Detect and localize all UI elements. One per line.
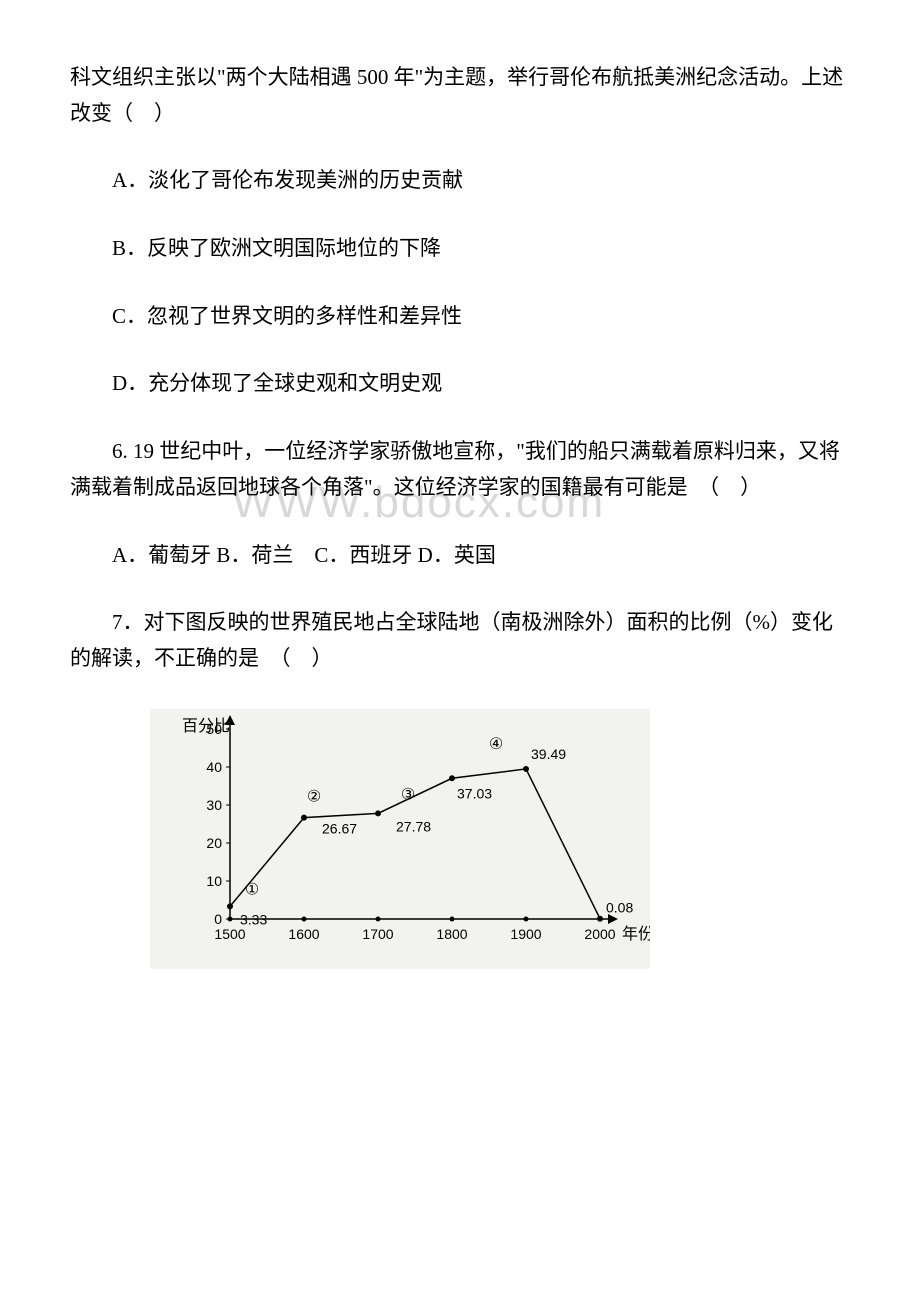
question-5-option-b: B．反映了欧洲文明国际地位的下降: [70, 231, 850, 267]
svg-text:3.33: 3.33: [240, 911, 267, 927]
question-5-option-c: C．忽视了世界文明的多样性和差异性: [70, 299, 850, 335]
svg-text:1500: 1500: [214, 926, 245, 942]
svg-text:37.03: 37.03: [457, 785, 492, 801]
question-5-option-d: D．充分体现了全球史观和文明史观: [70, 366, 850, 402]
svg-text:百分比: 百分比: [182, 717, 230, 735]
question-7-stem-text: 7．对下图反映的世界殖民地占全球陆地（南极洲除外）面积的比例（%）变化的解读，不…: [70, 610, 833, 670]
svg-text:1700: 1700: [362, 926, 393, 942]
svg-text:1800: 1800: [436, 926, 467, 942]
question-6-options: A．葡萄牙 B．荷兰 C．西班牙 D．英国: [70, 538, 850, 574]
option-a-text: A．淡化了哥伦布发现美洲的历史贡献: [112, 168, 463, 192]
question-6-stem: WWW.bdocx.com 6. 19 世纪中叶，一位经济学家骄傲地宣称，"我们…: [70, 434, 850, 505]
svg-text:③: ③: [401, 786, 415, 803]
chart-svg: 01020304050150016001700180019002000百分比年份…: [150, 709, 650, 969]
svg-text:30: 30: [206, 797, 222, 813]
question-6-options-text: A．葡萄牙 B．荷兰 C．西班牙 D．英国: [112, 543, 496, 567]
colonial-area-chart: 01020304050150016001700180019002000百分比年份…: [150, 709, 650, 969]
question-5-intro: 科文组织主张以"两个大陆相遇 500 年"为主题，举行哥伦布航抵美洲纪念活动。上…: [70, 60, 850, 131]
svg-text:2000: 2000: [584, 926, 615, 942]
question-6-stem-text: 6. 19 世纪中叶，一位经济学家骄傲地宣称，"我们的船只满载着原料归来，又将满…: [70, 439, 840, 499]
question-5-intro-text: 科文组织主张以"两个大陆相遇 500 年"为主题，举行哥伦布航抵美洲纪念活动。上…: [70, 65, 843, 125]
svg-text:26.67: 26.67: [322, 820, 357, 836]
question-5-option-a: A．淡化了哥伦布发现美洲的历史贡献: [70, 163, 850, 199]
svg-text:39.49: 39.49: [531, 746, 566, 762]
svg-text:年份: 年份: [622, 925, 650, 943]
question-7-stem: 7．对下图反映的世界殖民地占全球陆地（南极洲除外）面积的比例（%）变化的解读，不…: [70, 605, 850, 676]
svg-text:④: ④: [489, 736, 503, 753]
svg-text:0.08: 0.08: [606, 899, 633, 915]
svg-text:20: 20: [206, 835, 222, 851]
svg-text:1600: 1600: [288, 926, 319, 942]
svg-text:①: ①: [245, 881, 259, 898]
option-d-text: D．充分体现了全球史观和文明史观: [112, 371, 442, 395]
option-b-text: B．反映了欧洲文明国际地位的下降: [112, 236, 441, 260]
option-c-text: C．忽视了世界文明的多样性和差异性: [112, 304, 462, 328]
svg-text:40: 40: [206, 759, 222, 775]
svg-text:②: ②: [307, 788, 321, 805]
svg-text:10: 10: [206, 873, 222, 889]
svg-text:27.78: 27.78: [396, 818, 431, 834]
svg-text:1900: 1900: [510, 926, 541, 942]
svg-text:0: 0: [214, 911, 222, 927]
